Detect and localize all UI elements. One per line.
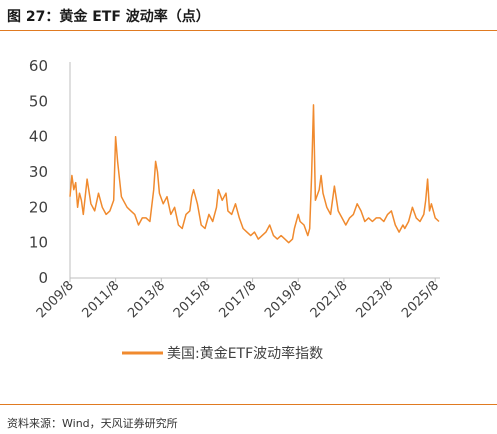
series-line <box>69 104 440 244</box>
y-axis: 0 10 20 30 40 50 60 <box>29 57 71 287</box>
x-tick-label: 2019/8 <box>262 278 305 321</box>
x-tick-label: 2023/8 <box>353 278 396 321</box>
y-tick-label: 10 <box>29 234 48 252</box>
source-note: 资料来源：Wind，天风证券研究所 <box>7 417 178 430</box>
y-tick-label: 50 <box>29 92 48 110</box>
x-axis: 2009/8 2011/8 2013/8 2015/8 2017/8 2019/8 2021… <box>34 277 442 321</box>
x-tick-label: 2011/8 <box>80 278 123 321</box>
x-tick-label: 2021/8 <box>308 278 351 321</box>
chart: 0 10 20 30 40 50 60 2009/8 2011/8 2013/8 2015/8 20… <box>29 57 442 362</box>
legend-label: 美国:黄金ETF波动率指数 <box>167 345 323 362</box>
y-tick-label: 40 <box>29 128 48 146</box>
source-bar: 资料来源：Wind，天风证券研究所 <box>0 404 497 434</box>
title-bar: 图 27：黄金 ETF 波动率（点） <box>0 0 497 31</box>
figure-title: 图 27：黄金 ETF 波动率（点） <box>7 9 210 25</box>
x-tick-label: 2013/8 <box>125 278 168 321</box>
legend: 美国:黄金ETF波动率指数 <box>122 345 323 362</box>
x-tick-label: 2025/8 <box>399 278 442 321</box>
y-tick-label: 20 <box>29 198 48 216</box>
y-tick-label: 0 <box>38 269 48 287</box>
y-tick-label: 30 <box>29 163 48 181</box>
y-tick-label: 60 <box>29 57 48 75</box>
x-tick-label: 2017/8 <box>216 278 259 321</box>
x-tick-label: 2015/8 <box>171 278 214 321</box>
